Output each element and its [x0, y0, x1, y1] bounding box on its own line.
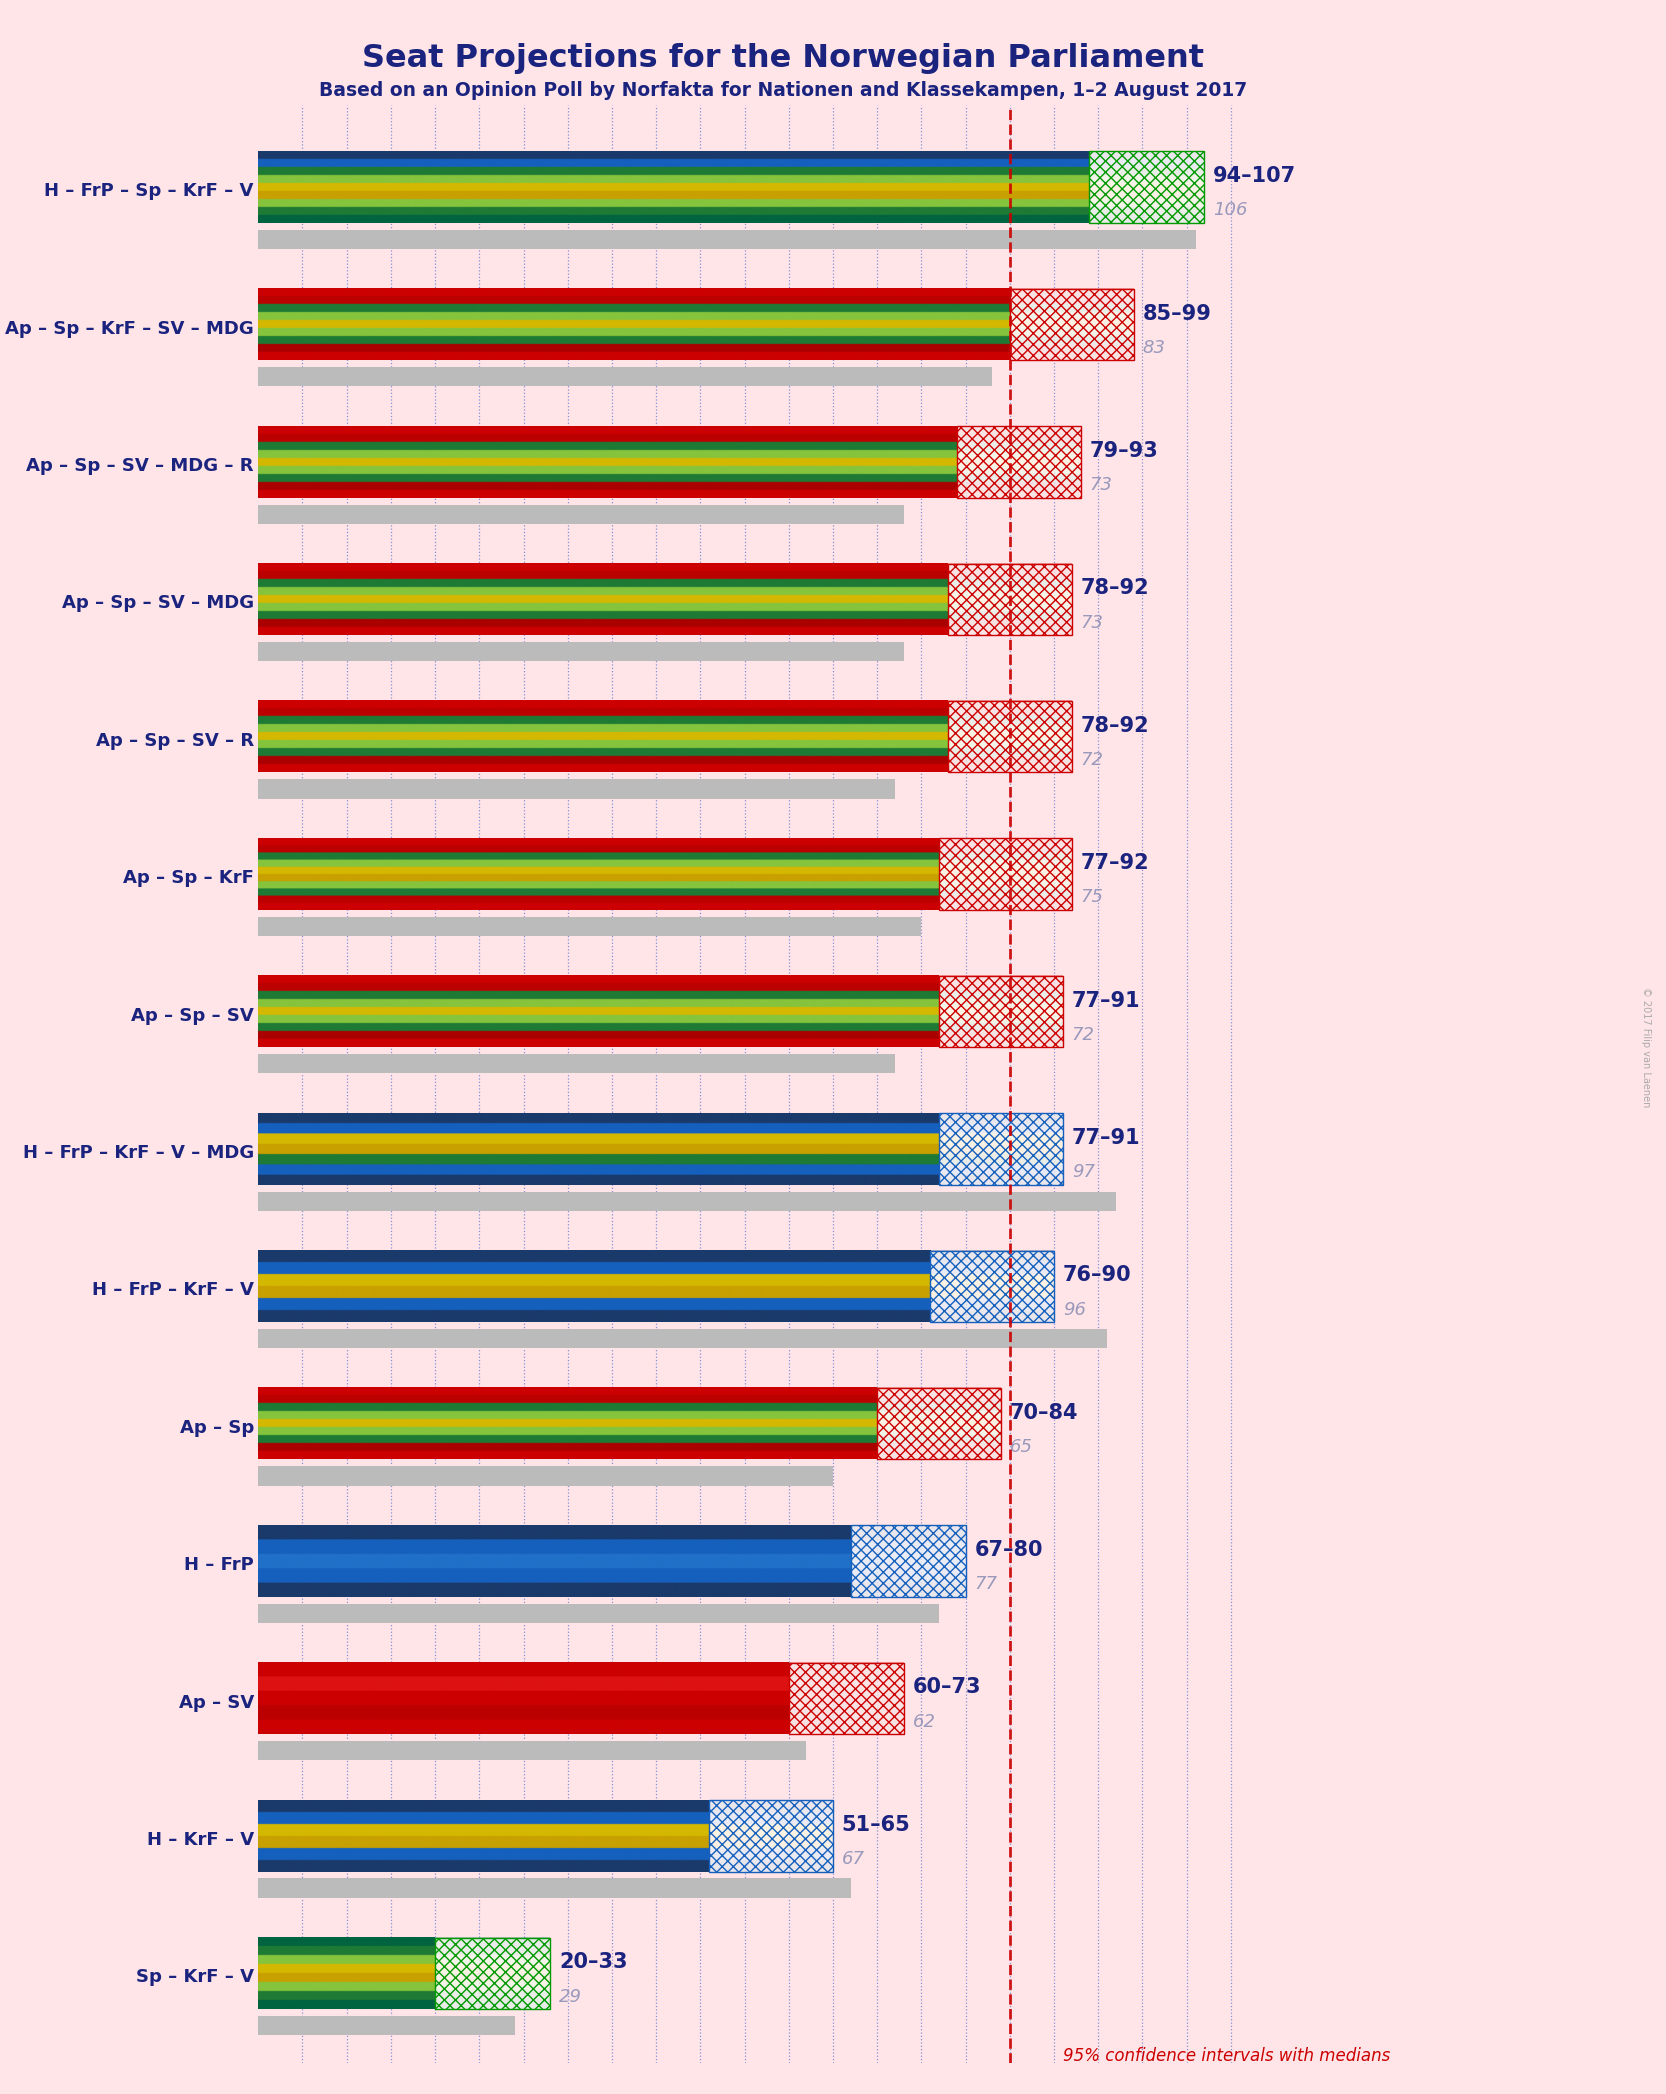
Text: Ap – SV: Ap – SV: [178, 1694, 253, 1711]
Text: Sp – KrF – V: Sp – KrF – V: [137, 1968, 253, 1987]
Bar: [948, 701, 1071, 773]
Text: 20–33: 20–33: [558, 1952, 628, 1973]
Text: 77–92: 77–92: [1081, 852, 1150, 873]
Text: 77–91: 77–91: [1071, 1129, 1140, 1148]
Bar: [1090, 151, 1205, 222]
Text: 73: 73: [1081, 614, 1103, 632]
Bar: [930, 1250, 1055, 1321]
Bar: [258, 1053, 895, 1074]
Bar: [878, 1388, 1001, 1460]
Bar: [948, 701, 1071, 773]
Bar: [258, 779, 895, 798]
Text: 67: 67: [841, 1851, 865, 1868]
Text: 60–73: 60–73: [913, 1677, 981, 1698]
Bar: [258, 1191, 1116, 1210]
Bar: [1010, 289, 1133, 360]
Text: H – FrP – Sp – KrF – V: H – FrP – Sp – KrF – V: [45, 182, 253, 201]
Text: 77–91: 77–91: [1071, 990, 1140, 1011]
Bar: [956, 427, 1081, 498]
Bar: [940, 976, 1063, 1047]
Text: 78–92: 78–92: [1081, 716, 1150, 735]
Text: H – KrF – V: H – KrF – V: [147, 1830, 253, 1849]
Bar: [788, 1663, 903, 1734]
Text: 73: 73: [1090, 475, 1113, 494]
Bar: [940, 976, 1063, 1047]
Bar: [710, 1801, 833, 1872]
Bar: [788, 1663, 903, 1734]
Bar: [258, 1878, 851, 1897]
Bar: [258, 230, 1196, 249]
Text: 29: 29: [558, 1987, 581, 2006]
Bar: [940, 838, 1071, 909]
Text: 85–99: 85–99: [1143, 304, 1211, 325]
Text: Ap – Sp – SV – MDG: Ap – Sp – SV – MDG: [62, 595, 253, 611]
Bar: [1010, 289, 1133, 360]
Bar: [258, 643, 903, 662]
Text: 65: 65: [1010, 1439, 1033, 1455]
Bar: [851, 1524, 966, 1598]
Bar: [258, 366, 993, 387]
Bar: [258, 917, 921, 936]
Bar: [1090, 151, 1205, 222]
Bar: [435, 1937, 550, 2008]
Text: 76–90: 76–90: [1063, 1265, 1131, 1286]
Text: 94–107: 94–107: [1213, 165, 1296, 186]
Text: © 2017 Filip van Laenen: © 2017 Filip van Laenen: [1641, 986, 1651, 1108]
Bar: [258, 1466, 833, 1485]
Text: Based on an Opinion Poll by Norfakta for Nationen and Klassekampen, 1–2 August 2: Based on an Opinion Poll by Norfakta for…: [318, 80, 1248, 101]
Bar: [258, 2017, 515, 2035]
Text: Ap – Sp: Ap – Sp: [180, 1420, 253, 1436]
Bar: [940, 1114, 1063, 1185]
Bar: [930, 1250, 1055, 1321]
Bar: [878, 1388, 1001, 1460]
Text: 77: 77: [975, 1575, 998, 1594]
Bar: [710, 1801, 833, 1872]
Text: 67–80: 67–80: [975, 1539, 1043, 1560]
Bar: [956, 427, 1081, 498]
Text: 79–93: 79–93: [1090, 442, 1158, 461]
Text: 106: 106: [1213, 201, 1248, 220]
Bar: [258, 1330, 1108, 1349]
Text: 78–92: 78–92: [1081, 578, 1150, 599]
Bar: [435, 1937, 550, 2008]
Text: Ap – Sp – SV: Ap – Sp – SV: [132, 1007, 253, 1024]
Text: H – FrP: H – FrP: [183, 1556, 253, 1575]
Text: 62: 62: [913, 1713, 936, 1732]
Text: 72: 72: [1081, 752, 1103, 768]
Text: 96: 96: [1063, 1300, 1086, 1319]
Text: 83: 83: [1143, 339, 1166, 356]
Text: H – FrP – KrF – V – MDG: H – FrP – KrF – V – MDG: [23, 1143, 253, 1162]
Text: H – FrP – KrF – V: H – FrP – KrF – V: [92, 1282, 253, 1300]
Text: Ap – Sp – SV – MDG – R: Ap – Sp – SV – MDG – R: [27, 456, 253, 475]
Bar: [851, 1524, 966, 1598]
Bar: [948, 563, 1071, 634]
Text: 72: 72: [1071, 1026, 1095, 1045]
Text: 95% confidence intervals with medians: 95% confidence intervals with medians: [1063, 2046, 1389, 2065]
Text: 97: 97: [1071, 1164, 1095, 1181]
Bar: [948, 563, 1071, 634]
Bar: [258, 505, 903, 524]
Text: Ap – Sp – KrF – SV – MDG: Ap – Sp – KrF – SV – MDG: [5, 320, 253, 337]
Bar: [258, 1740, 806, 1761]
Text: 75: 75: [1081, 888, 1103, 907]
Bar: [258, 1604, 940, 1623]
Bar: [940, 1114, 1063, 1185]
Bar: [940, 838, 1071, 909]
Text: 70–84: 70–84: [1010, 1403, 1078, 1422]
Text: Ap – Sp – KrF: Ap – Sp – KrF: [123, 869, 253, 888]
Text: Ap – Sp – SV – R: Ap – Sp – SV – R: [95, 731, 253, 750]
Text: 51–65: 51–65: [841, 1815, 911, 1834]
Text: Seat Projections for the Norwegian Parliament: Seat Projections for the Norwegian Parli…: [362, 44, 1205, 73]
